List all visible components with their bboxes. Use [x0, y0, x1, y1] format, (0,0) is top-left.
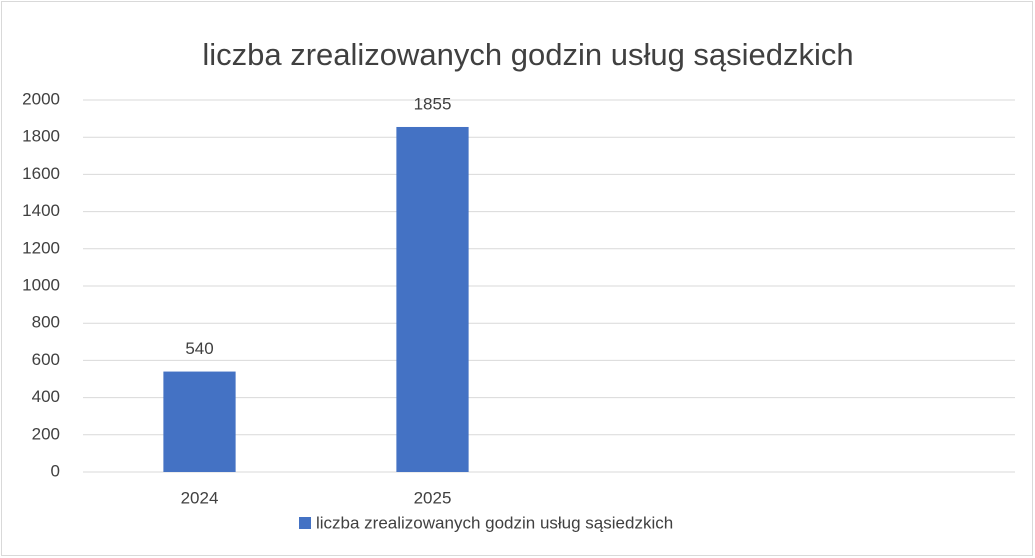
- y-tick-label: 800: [32, 313, 60, 332]
- legend-label: liczba zrealizowanych godzin usług sąsie…: [316, 513, 673, 532]
- x-tick-label: 2024: [181, 488, 219, 507]
- data-label: 1855: [414, 94, 452, 113]
- y-tick-label: 200: [32, 424, 60, 443]
- bar: [163, 371, 236, 472]
- legend-swatch: [299, 517, 311, 529]
- y-tick-label: 0: [51, 461, 60, 480]
- y-tick-label: 1000: [22, 275, 60, 294]
- y-tick-label: 400: [32, 387, 60, 406]
- data-label: 540: [185, 339, 213, 358]
- y-tick-label: 1600: [22, 164, 60, 183]
- y-tick-label: 600: [32, 350, 60, 369]
- chart-title: liczba zrealizowanych godzin usług sąsie…: [202, 37, 853, 72]
- y-tick-label: 1800: [22, 127, 60, 146]
- x-tick-label: 2025: [414, 488, 452, 507]
- bar: [396, 126, 469, 472]
- y-tick-label: 2000: [22, 89, 60, 108]
- y-tick-label: 1400: [22, 201, 60, 220]
- y-tick-label: 1200: [22, 238, 60, 257]
